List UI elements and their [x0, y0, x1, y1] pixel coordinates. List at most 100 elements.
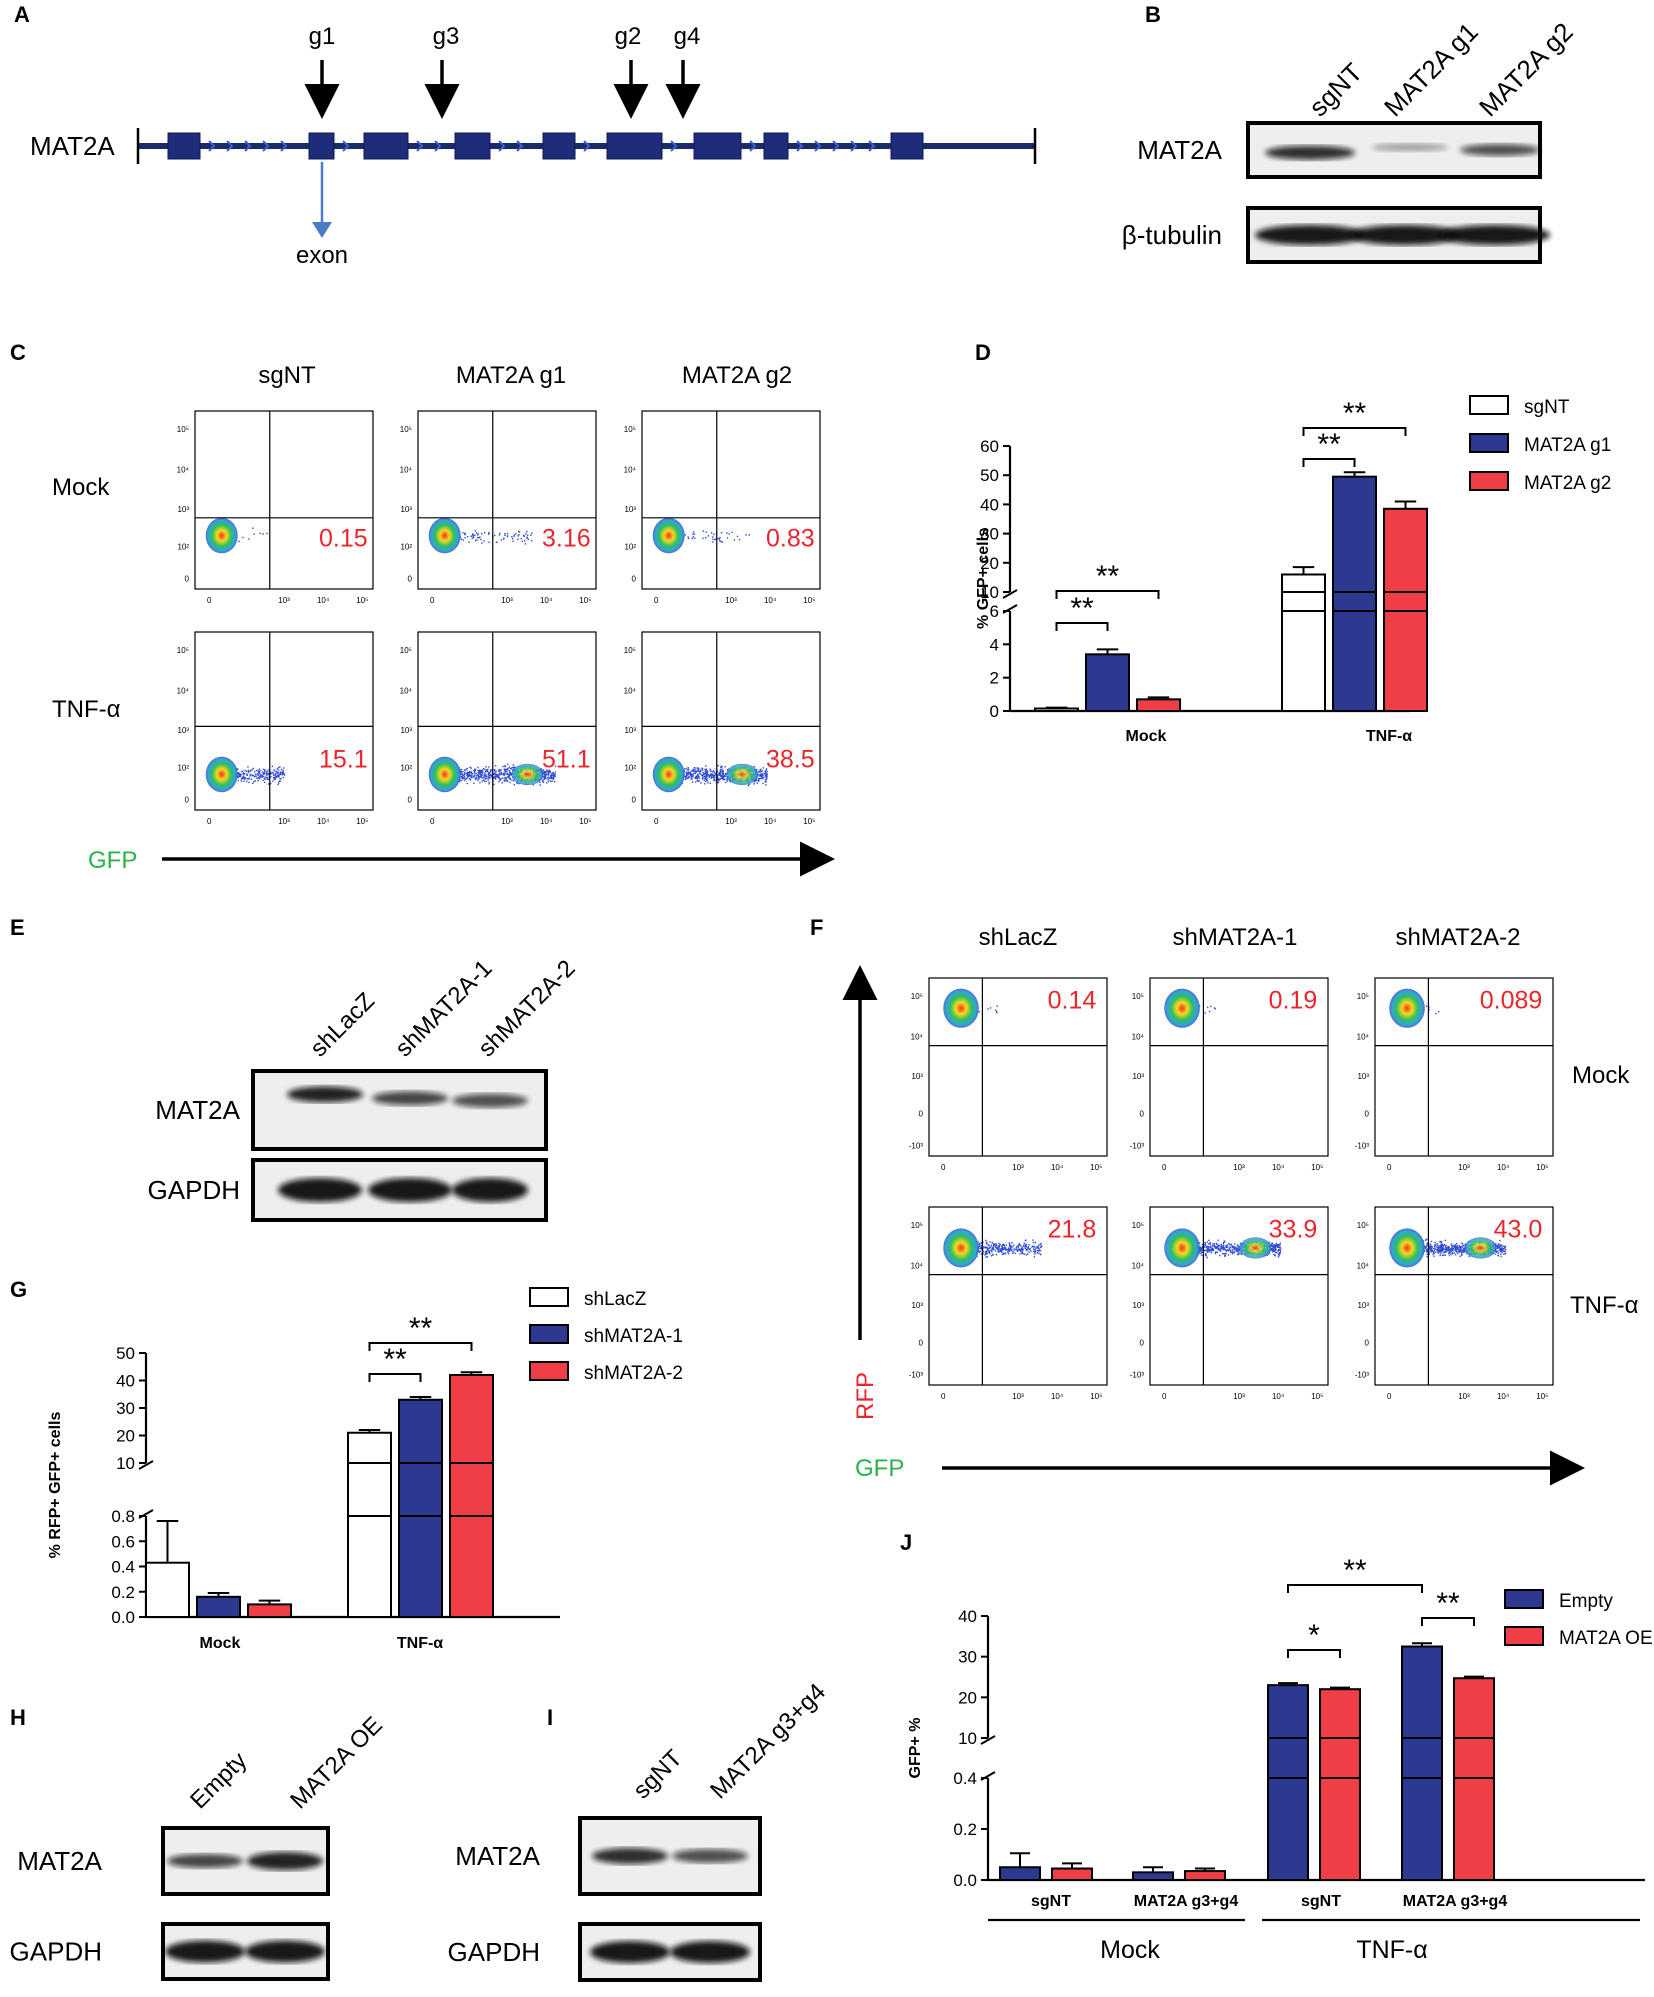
intron-chevron	[850, 140, 858, 152]
y-tick-label: 30	[980, 525, 999, 544]
svg-text:0: 0	[430, 817, 435, 826]
svg-text:10⁵: 10⁵	[803, 596, 815, 605]
c-col-g2: MAT2A g2	[682, 362, 792, 389]
blot-row-label: MAT2A	[455, 1841, 540, 1871]
significance-bracket	[1302, 427, 1407, 436]
svg-text:0: 0	[632, 795, 637, 804]
intron-chevron	[342, 140, 350, 152]
y-tick-label: 0.0	[953, 1871, 977, 1890]
exon-9	[890, 132, 924, 160]
svg-text:10³: 10³	[501, 817, 513, 826]
f-col-sh1: shMAT2A-1	[1173, 924, 1298, 951]
significance-bracket	[368, 1342, 473, 1351]
f-y-label: RFP	[852, 1372, 879, 1420]
intron-chevron	[208, 140, 216, 152]
exon-label: exon	[296, 242, 348, 269]
panel-letter-B: B	[1145, 2, 1161, 27]
significance-label: **	[1317, 428, 1341, 461]
svg-text:10³: 10³	[725, 596, 737, 605]
significance-label: **	[1343, 397, 1367, 430]
svg-text:10⁵: 10⁵	[177, 425, 189, 434]
svg-text:0: 0	[632, 574, 637, 583]
svg-text:10⁵: 10⁵	[624, 646, 636, 655]
exon-6	[606, 132, 663, 160]
y-axis-label: % RFP+ GFP+ cells	[47, 1412, 64, 1559]
blot-band	[1372, 143, 1448, 152]
blot-band	[287, 1086, 363, 1103]
intron-chevron	[832, 140, 840, 152]
legend-swatch	[1504, 1626, 1544, 1646]
quadrant-percentage: 43.0	[1494, 1215, 1543, 1243]
significance-bracket	[1302, 458, 1356, 467]
blot-row-label: β-tubulin	[1122, 220, 1222, 250]
significance-bracket	[1287, 1584, 1423, 1593]
y-tick-label: 40	[980, 495, 999, 514]
quadrant-percentage: 38.5	[766, 745, 815, 773]
panel-a-gene-model: MAT2A g1 g3 g2 g4	[30, 23, 1037, 269]
intron-chevron	[670, 140, 678, 152]
intron-chevron	[868, 140, 876, 152]
intron-chevron	[226, 140, 234, 152]
quadrant-percentage: 15.1	[319, 745, 368, 773]
blot-band	[1460, 144, 1540, 156]
legend-swatch	[1504, 1589, 1544, 1609]
significance-label: **	[1096, 560, 1120, 593]
svg-text:10²: 10²	[177, 763, 189, 772]
svg-text:0: 0	[207, 596, 212, 605]
bar-shmat2a-2	[449, 1374, 494, 1618]
blot-lane-label: sgNT	[628, 1744, 688, 1804]
x-tick-label: Mock	[1126, 728, 1167, 745]
quadrant-percentage: 0.19	[1269, 986, 1318, 1014]
svg-text:10⁴: 10⁴	[317, 817, 330, 826]
blot-lane-label: MAT2A g3+g4	[705, 1678, 831, 1804]
legend-swatch	[529, 1287, 569, 1307]
panel-f-labels: shLacZ shMAT2A-1 shMAT2A-2 Mock TNF-α GF…	[842, 924, 1639, 1486]
panel-letter-E: E	[10, 915, 25, 940]
intron-chevron	[498, 140, 506, 152]
legend-swatch	[1469, 433, 1509, 453]
exon-8	[763, 132, 789, 160]
svg-text:10⁵: 10⁵	[579, 817, 591, 826]
x-tick-label: TNF-α	[397, 1635, 443, 1652]
bar-mat2a-g2	[1136, 698, 1181, 712]
significance-label: **	[409, 1312, 433, 1345]
svg-text:10³: 10³	[624, 505, 636, 514]
panel-i-blot: sgNT MAT2A g3+g4 MAT2A GAPDH	[448, 1678, 831, 1982]
quadrant-percentage: 21.8	[1048, 1215, 1097, 1243]
blot-membrane	[251, 1069, 548, 1151]
blot-lane-label: MAT2A g1	[1378, 17, 1484, 123]
svg-text:10⁴: 10⁴	[177, 687, 190, 696]
panel-letter-C: C	[10, 340, 26, 365]
intron-chevron	[796, 140, 804, 152]
bar-mat2a-oe	[1184, 1870, 1226, 1881]
quadrant-percentage: 3.16	[542, 524, 591, 552]
y-tick-label: 4	[990, 635, 999, 654]
legend-label: MAT2A OE	[1559, 1628, 1653, 1649]
y-tick-label: 20	[958, 1688, 977, 1707]
intron-chevron	[280, 140, 288, 152]
blot-band	[278, 1178, 362, 1202]
blot-lane-label: Empty	[185, 1747, 252, 1814]
group-label-tnf: TNF-α	[1356, 1936, 1427, 1964]
exon-7	[693, 132, 742, 160]
quadrant-percentage: 0.83	[766, 524, 815, 552]
significance-bracket	[1055, 622, 1109, 631]
svg-text:10⁴: 10⁴	[317, 596, 330, 605]
blot-lane-label: shLacZ	[305, 987, 380, 1062]
bar-empty	[1267, 1684, 1309, 1881]
svg-text:10⁴: 10⁴	[400, 466, 413, 475]
panel-c-labels: sgNT MAT2A g1 MAT2A g2 Mock TNF-α GFP	[52, 362, 835, 877]
svg-text:0: 0	[430, 596, 435, 605]
legend-label: MAT2A g2	[1524, 473, 1611, 494]
y-tick-label: 40	[958, 1607, 977, 1626]
bar-shmat2a-1	[398, 1398, 443, 1618]
c-col-g1: MAT2A g1	[456, 362, 566, 389]
y-tick-label: 10	[980, 583, 999, 602]
blot-band	[452, 1093, 528, 1108]
significance-label: **	[383, 1343, 407, 1376]
svg-text:10³: 10³	[400, 505, 412, 514]
legend-swatch	[1469, 395, 1509, 415]
blot-lane-label: MAT2A g2	[1473, 17, 1579, 123]
